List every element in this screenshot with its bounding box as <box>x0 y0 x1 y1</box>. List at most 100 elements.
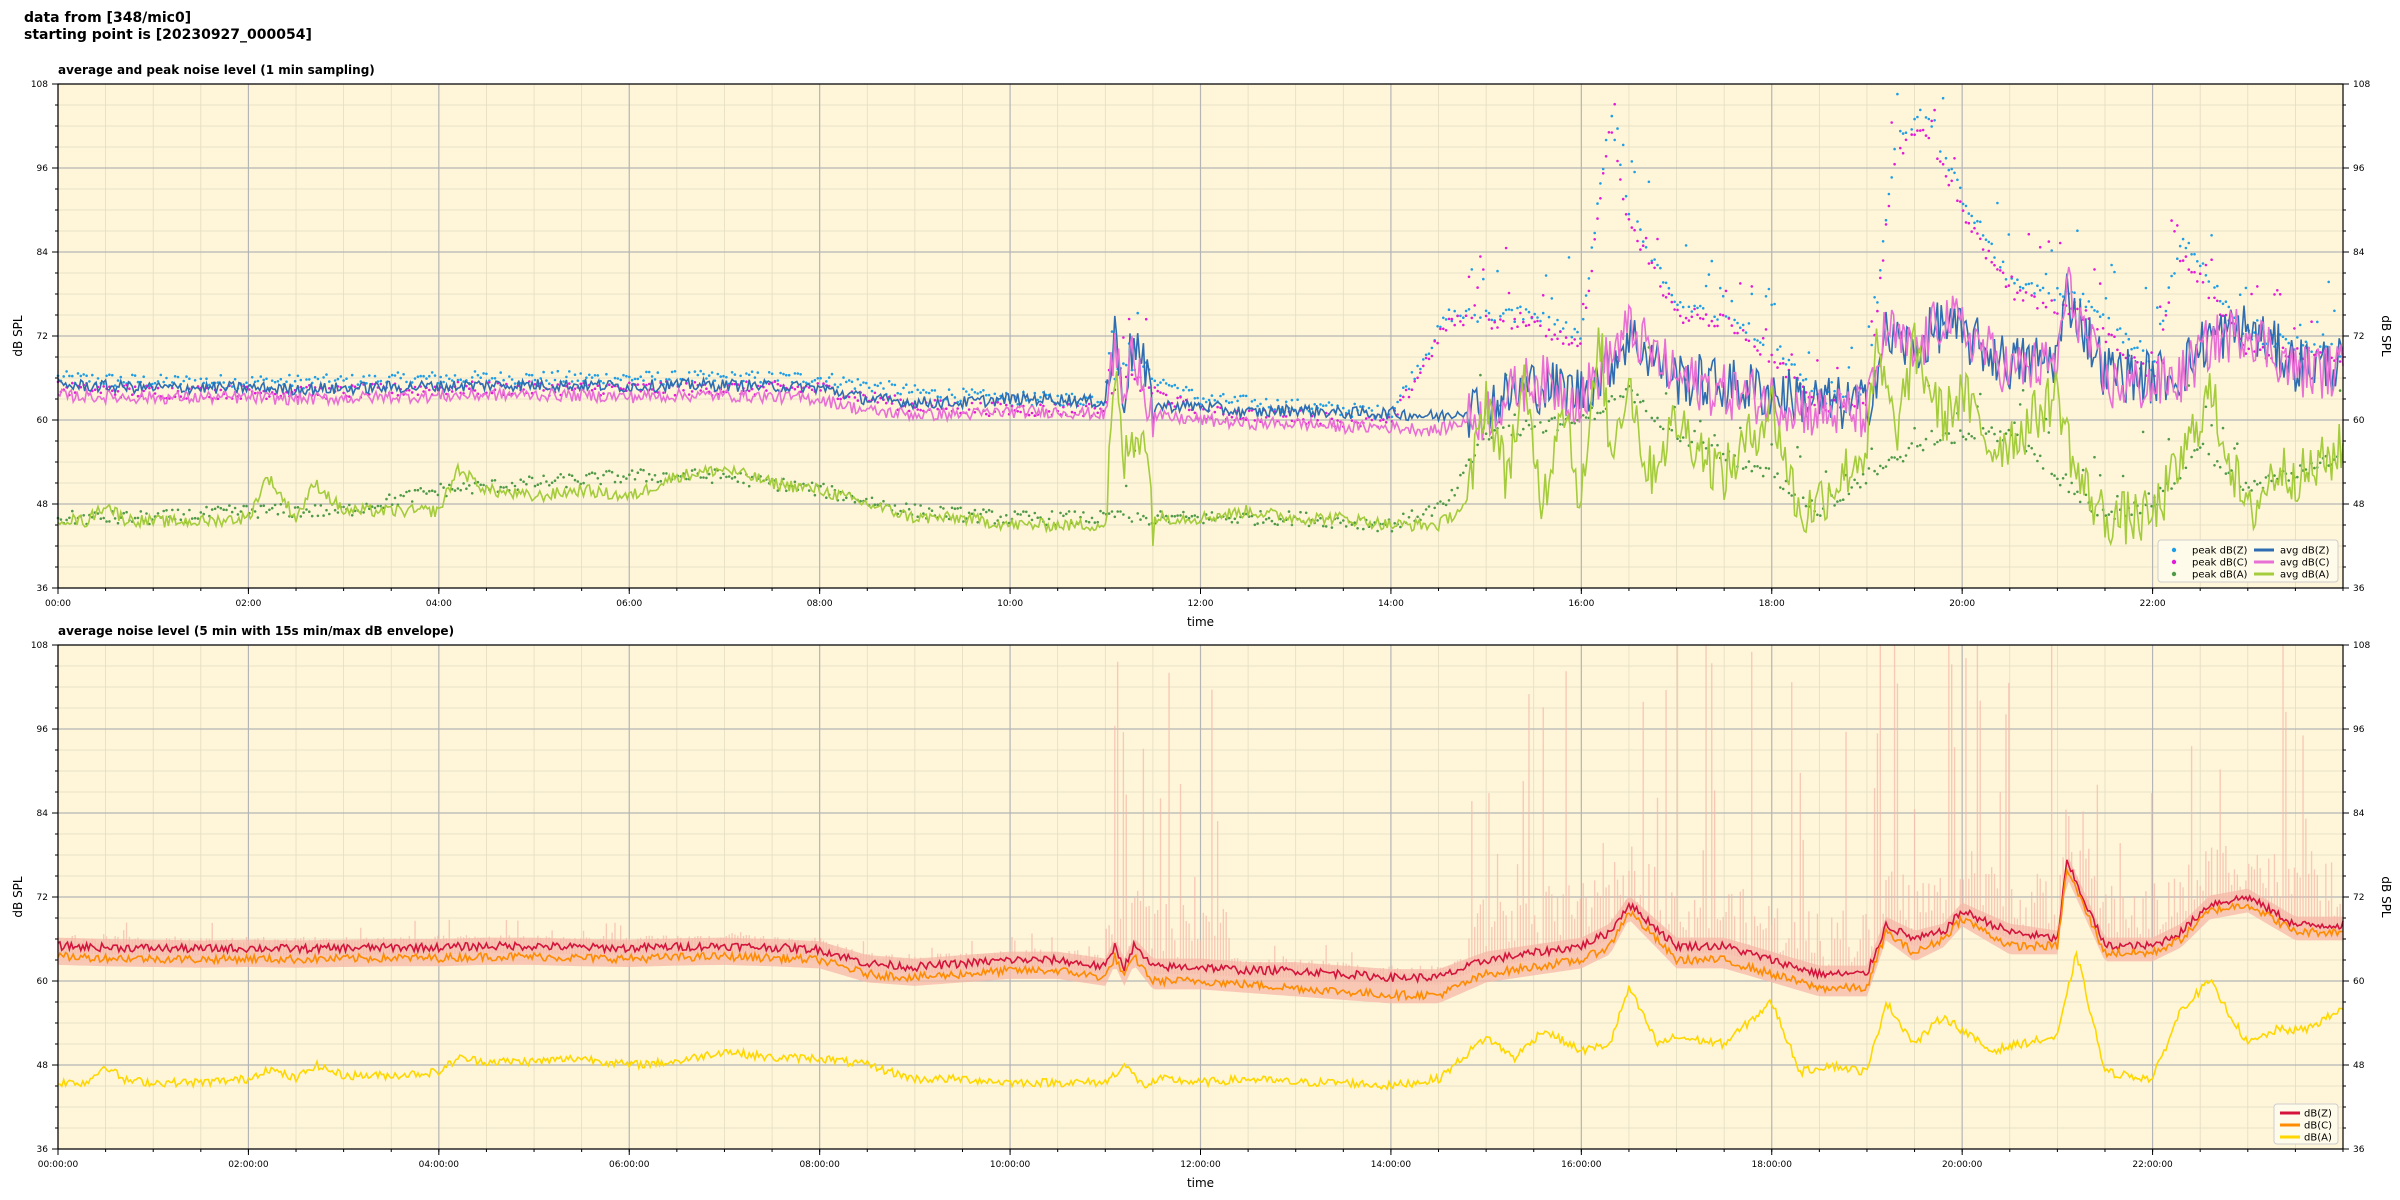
x-tick-label: 20:00 <box>1949 599 1975 609</box>
data-point <box>2170 274 2173 278</box>
data-point <box>82 373 85 376</box>
data-point <box>1721 452 1725 456</box>
data-point <box>1264 518 1268 521</box>
data-point <box>1696 313 1699 317</box>
data-point <box>1404 385 1408 388</box>
x-tick-label: 12:00:00 <box>1180 1160 1221 1170</box>
x-tick-label: 00:00:00 <box>38 1160 79 1170</box>
y-tick-label-right: 48 <box>2353 500 2365 510</box>
data-point <box>962 387 965 391</box>
data-point <box>1950 441 1953 445</box>
data-point <box>1556 337 1559 341</box>
data-point <box>759 380 762 384</box>
data-point <box>2018 403 2022 406</box>
data-point <box>1884 218 1888 222</box>
data-point <box>1027 413 1031 417</box>
data-point <box>1913 133 1916 136</box>
data-point <box>619 480 622 484</box>
data-point <box>108 520 111 523</box>
data-point <box>305 385 308 389</box>
data-point <box>2056 286 2059 290</box>
data-point <box>707 374 711 377</box>
data-point <box>622 373 625 377</box>
data-point <box>453 489 457 492</box>
data-point <box>667 378 671 381</box>
data-point <box>1013 510 1017 513</box>
data-point <box>473 389 477 392</box>
data-point <box>1787 358 1791 362</box>
data-point <box>642 468 645 472</box>
data-point <box>390 391 394 395</box>
data-point <box>470 376 474 379</box>
data-point <box>1107 352 1111 355</box>
data-point <box>1893 147 1896 151</box>
data-point <box>1604 155 1608 158</box>
data-point <box>1547 328 1551 332</box>
chart-title: average and peak noise level (1 min samp… <box>58 63 375 77</box>
data-point <box>2047 431 2051 434</box>
data-point <box>862 381 865 384</box>
data-point <box>2193 449 2196 452</box>
data-point <box>893 394 897 397</box>
data-point <box>1881 240 1885 243</box>
data-point <box>1873 296 1876 299</box>
data-point <box>219 506 223 510</box>
data-point <box>976 392 979 395</box>
data-point <box>576 379 580 383</box>
data-point <box>645 370 648 374</box>
data-point <box>1619 163 1622 167</box>
data-point <box>693 468 697 471</box>
data-point <box>2198 272 2202 276</box>
data-point <box>1636 220 1639 223</box>
data-point <box>570 380 574 383</box>
data-point <box>705 476 708 480</box>
data-point <box>1327 401 1331 404</box>
data-point <box>1601 172 1605 175</box>
data-point <box>1516 306 1519 310</box>
data-point <box>1413 377 1416 381</box>
data-point <box>542 370 545 374</box>
data-point <box>173 375 177 378</box>
data-point <box>348 395 351 398</box>
data-point <box>1633 170 1636 174</box>
data-point <box>1930 429 1933 433</box>
data-point <box>1347 409 1351 413</box>
data-point <box>1676 308 1679 312</box>
data-point <box>1996 201 1999 205</box>
data-point <box>470 492 474 495</box>
x-tick-label: 02:00:00 <box>228 1160 269 1170</box>
data-point <box>1604 138 1608 142</box>
data-point <box>262 504 266 508</box>
data-point <box>370 505 374 508</box>
data-point <box>1993 432 1996 436</box>
x-tick-label: 18:00:00 <box>1752 1160 1793 1170</box>
data-point <box>1430 514 1434 517</box>
data-point <box>770 372 774 376</box>
data-point <box>1759 466 1762 470</box>
data-point <box>1764 328 1768 331</box>
series-avg-db-c- <box>57 266 2344 441</box>
data-point <box>2210 258 2213 262</box>
data-point <box>1570 421 1574 425</box>
data-point <box>1084 404 1088 408</box>
data-point <box>927 391 931 395</box>
data-point <box>1764 295 1768 298</box>
data-point <box>1813 403 1816 407</box>
data-point <box>1824 470 1828 473</box>
data-point <box>2173 482 2176 485</box>
data-point <box>548 382 551 386</box>
data-point <box>1744 331 1748 334</box>
data-point <box>1159 381 1162 384</box>
data-point <box>1927 117 1931 121</box>
data-point <box>1399 394 1402 398</box>
data-point <box>1664 392 1668 395</box>
data-point <box>819 389 822 392</box>
data-point <box>1467 308 1471 311</box>
data-point <box>462 380 465 383</box>
data-point <box>582 481 585 485</box>
data-point <box>2244 481 2248 485</box>
data-point <box>296 506 300 509</box>
data-point <box>1573 327 1576 331</box>
data-point <box>1182 388 1185 392</box>
